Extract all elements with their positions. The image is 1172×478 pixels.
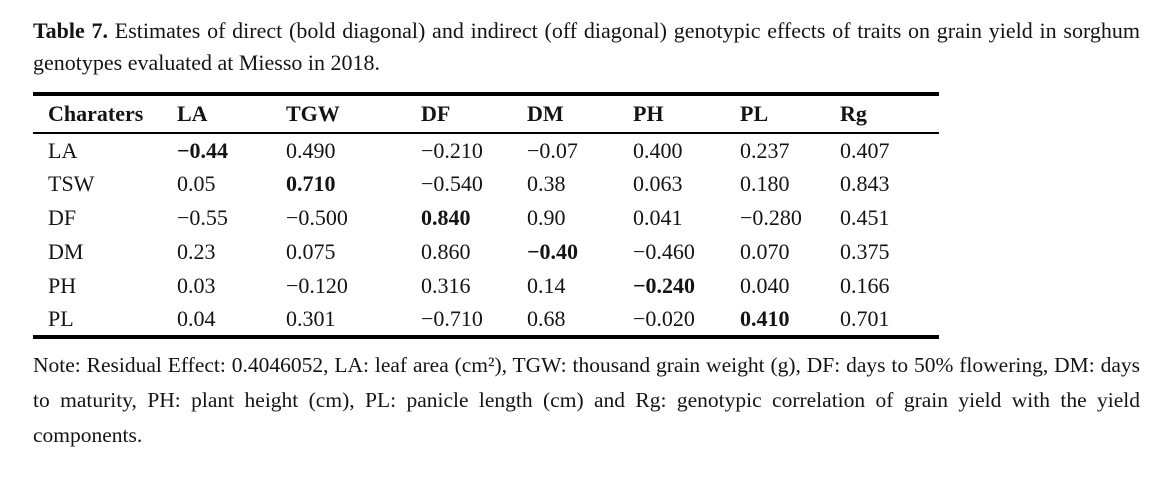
cell-dm-ph: −0.460	[633, 239, 695, 264]
table-row-pl: PL 0.04 0.301 −0.710 0.68 −0.020 0.410 0…	[33, 303, 939, 337]
cell-la-tgw: 0.490	[286, 137, 336, 163]
cell-la-dm: −0.07	[527, 137, 578, 163]
cell-df-dm: 0.90	[527, 205, 566, 230]
column-header-pl: PL	[740, 94, 840, 134]
cell-pl-dm: 0.68	[527, 306, 566, 331]
cell-df-pl: −0.280	[740, 205, 802, 230]
cell-df-tgw: −0.500	[286, 205, 348, 230]
table-caption-label: Table 7.	[33, 18, 109, 43]
column-header-tgw: TGW	[286, 94, 421, 134]
cell-la-ph: 0.400	[633, 137, 683, 163]
cell-pl-rg: 0.701	[840, 306, 890, 331]
table-caption-text: Estimates of direct (bold diagonal) and …	[33, 18, 1140, 75]
cell-tsw-df: −0.540	[421, 171, 483, 196]
cell-la-la: −0.44	[177, 137, 229, 163]
cell-pl-tgw: 0.301	[286, 306, 336, 331]
cell-ph-dm: 0.14	[527, 273, 566, 298]
row-label: DM	[48, 239, 84, 264]
cell-pl-ph: −0.020	[633, 306, 695, 331]
column-header-ph: PH	[633, 94, 740, 134]
cell-df-rg: 0.451	[840, 205, 890, 230]
column-header-dm: DM	[527, 94, 633, 134]
row-label: PL	[48, 306, 74, 331]
table-row-tsw: TSW 0.05 0.710 −0.540 0.38 0.063 0.180 0…	[33, 167, 939, 201]
table-row-df: DF −0.55 −0.500 0.840 0.90 0.041 −0.280 …	[33, 201, 939, 235]
column-header-charaters: Charaters	[33, 94, 177, 134]
cell-ph-tgw: −0.120	[286, 273, 348, 298]
cell-dm-dm: −0.40	[527, 239, 579, 264]
table-note: Note: Residual Effect: 0.4046052, LA: le…	[33, 353, 1140, 447]
cell-pl-la: 0.04	[177, 306, 216, 331]
cell-df-ph: 0.041	[633, 205, 683, 230]
column-header-rg: Rg	[840, 94, 939, 134]
cell-dm-la: 0.23	[177, 239, 216, 264]
header-row: Charaters LA TGW DF DM PH PL Rg	[33, 94, 939, 134]
table-caption: Table 7. Estimates of direct (bold diago…	[33, 15, 1140, 79]
table-row-la: LA −0.44 0.490 −0.210 −0.07 0.400 0.237 …	[33, 133, 939, 167]
row-label: LA	[48, 137, 78, 163]
cell-tsw-pl: 0.180	[740, 171, 790, 196]
cell-tsw-rg: 0.843	[840, 171, 890, 196]
table-row-dm: DM 0.23 0.075 0.860 −0.40 −0.460 0.070 0…	[33, 235, 939, 269]
column-header-la: LA	[177, 94, 286, 134]
cell-la-pl: 0.237	[740, 137, 790, 163]
cell-tsw-ph: 0.063	[633, 171, 683, 196]
cell-tsw-la: 0.05	[177, 171, 216, 196]
column-header-df: DF	[421, 94, 527, 134]
cell-ph-pl: 0.040	[740, 273, 790, 298]
row-label: PH	[48, 273, 77, 298]
cell-ph-df: 0.316	[421, 273, 471, 298]
row-label: TSW	[48, 171, 95, 196]
cell-ph-ph: −0.240	[633, 273, 696, 298]
cell-dm-tgw: 0.075	[286, 239, 336, 264]
cell-la-rg: 0.407	[840, 137, 890, 163]
genotypic-effects-table: Charaters LA TGW DF DM PH PL Rg LA −0.44…	[33, 92, 939, 339]
cell-df-df: 0.840	[421, 205, 471, 230]
cell-pl-df: −0.710	[421, 306, 483, 331]
cell-ph-la: 0.03	[177, 273, 216, 298]
cell-tsw-tgw: 0.710	[286, 171, 336, 196]
cell-dm-pl: 0.070	[740, 239, 790, 264]
cell-pl-pl: 0.410	[740, 306, 790, 331]
cell-dm-rg: 0.375	[840, 239, 890, 264]
cell-ph-rg: 0.166	[840, 273, 890, 298]
cell-la-df: −0.210	[421, 137, 483, 163]
table-row-ph: PH 0.03 −0.120 0.316 0.14 −0.240 0.040 0…	[33, 269, 939, 303]
cell-tsw-dm: 0.38	[527, 171, 566, 196]
row-label: DF	[48, 205, 77, 230]
cell-dm-df: 0.860	[421, 239, 471, 264]
cell-df-la: −0.55	[177, 205, 228, 230]
